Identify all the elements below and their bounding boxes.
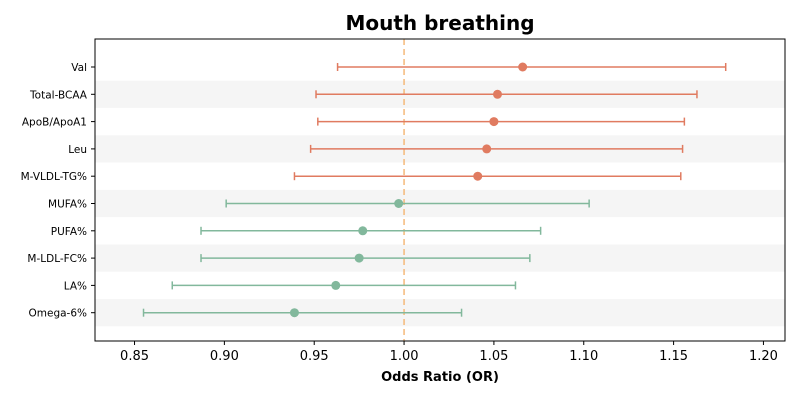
y-tick-label: ApoB/ApoA1	[22, 117, 87, 129]
odds-ratio-point	[482, 144, 492, 154]
y-tick-label: MUFA%	[48, 199, 87, 211]
y-tick-label: M-VLDL-TG%	[21, 171, 87, 183]
y-tick-label: LA%	[64, 280, 87, 292]
y-tick-label: Total-BCAA	[29, 89, 88, 101]
x-tick-label: 1.10	[569, 349, 598, 364]
x-tick-label: 1.15	[659, 349, 688, 364]
error-bars	[142, 63, 727, 317]
y-tick-label: M-LDL-FC%	[27, 253, 87, 265]
odds-ratio-point	[493, 89, 502, 99]
odds-ratio-point	[358, 226, 368, 236]
x-tick-label: 0.85	[120, 349, 149, 364]
y-tick-label: Omega-6%	[29, 308, 88, 320]
x-tick-label: 1.05	[479, 349, 508, 364]
odds-ratio-point	[331, 280, 341, 290]
odds-ratio-points	[289, 62, 528, 318]
x-tick-label: 1.00	[390, 349, 419, 364]
x-tick-label: 1.20	[749, 349, 778, 364]
odds-ratio-point	[518, 62, 528, 72]
odds-ratio-point	[489, 117, 499, 127]
x-tick-label: 0.95	[300, 349, 329, 364]
x-axis-label: Odds Ratio (OR)	[381, 370, 499, 385]
y-tick-label: Val	[71, 62, 87, 74]
y-tick-label: PUFA%	[51, 226, 87, 238]
chart-title: Mouth breathing	[345, 11, 534, 35]
plot-frame	[94, 38, 786, 342]
odds-ratio-point	[354, 253, 364, 263]
x-axis-ticks: 0.85 0.90 0.95 1.00 1.05 1.10 1.15 1.20	[120, 341, 778, 364]
odds-ratio-point	[289, 308, 299, 318]
x-tick-label: 0.90	[210, 349, 239, 364]
odds-ratio-point	[394, 199, 404, 208]
y-axis-ticks: Val Total-BCAA ApoB/ApoA1 Leu M-VLDL-TG% MUFA…	[21, 62, 95, 320]
y-tick-label: Leu	[68, 144, 87, 156]
odds-ratio-point	[473, 171, 483, 181]
